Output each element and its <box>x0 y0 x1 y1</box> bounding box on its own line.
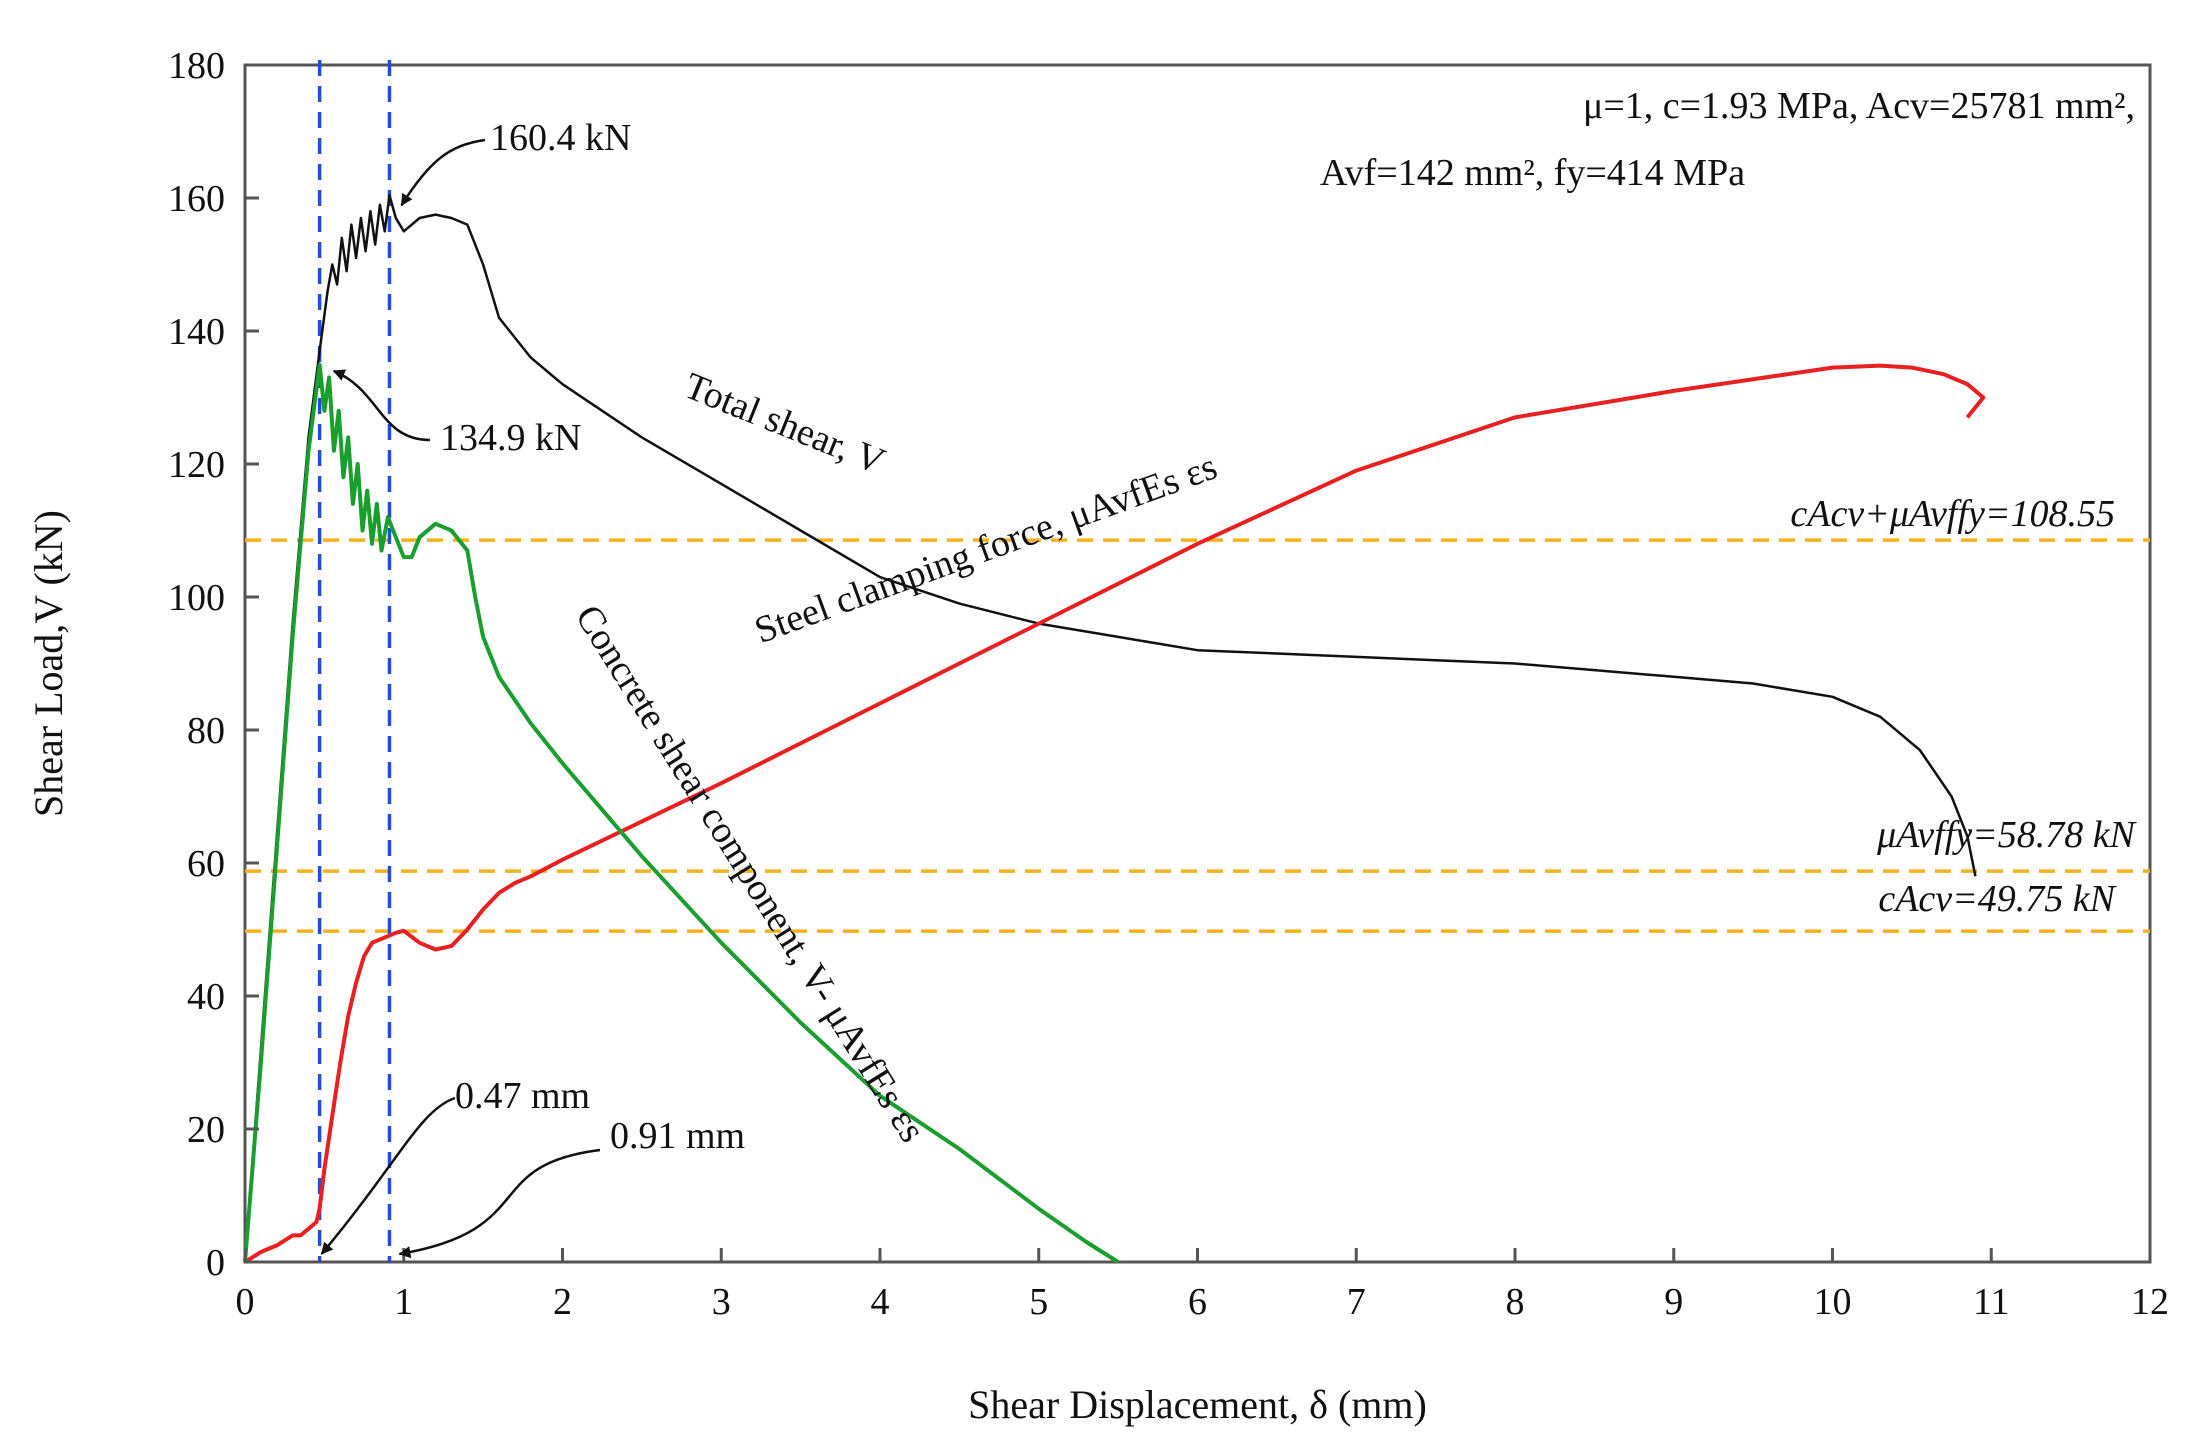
reference-line-label: cAcv+μAvffy=108.55 <box>1790 493 2115 535</box>
x-axis-ticks: 0 1 2 3 4 5 6 7 8 9 10 11 12 <box>236 1248 2169 1323</box>
y-tick-label: 80 <box>187 710 225 752</box>
y-tick-label: 40 <box>187 976 225 1018</box>
parameters-line-2: Avf=142 mm², fy=414 MPa <box>1320 152 1745 194</box>
annotation-arrow <box>320 1096 456 1255</box>
x-tick-label: 10 <box>1814 1281 1852 1323</box>
x-tick-label: 0 <box>236 1281 255 1323</box>
annotation-arrow <box>332 369 431 442</box>
reference-lines: cAcv+μAvffy=108.55 μAvffy=58.78 kN cAcv=49… <box>245 60 2150 1262</box>
curve-label: Steel clamping force, μAvfEs εs <box>749 445 1222 651</box>
x-tick-label: 9 <box>1664 1281 1683 1323</box>
y-tick-label: 20 <box>187 1109 225 1151</box>
annotation-label: 0.47 mm <box>455 1075 590 1117</box>
y-axis-ticks: 0 20 40 60 80 100 120 140 160 180 <box>168 45 259 1284</box>
reference-line-label: μAvffy=58.78 kN <box>1876 814 2138 856</box>
series-line <box>243 362 1120 1264</box>
x-tick-label: 5 <box>1029 1281 1048 1323</box>
x-tick-label: 1 <box>394 1281 413 1323</box>
x-tick-label: 7 <box>1347 1281 1366 1323</box>
x-tick-label: 3 <box>712 1281 731 1323</box>
x-tick-label: 4 <box>871 1281 890 1323</box>
annotation-label: 160.4 kN <box>490 117 631 159</box>
x-tick-label: 12 <box>2131 1281 2169 1323</box>
annotation-arrow <box>400 138 486 207</box>
reference-line-label: cAcv=49.75 kN <box>1878 878 2117 920</box>
curve-label: Concrete shear component, V- μAvfEs εs <box>567 598 934 1150</box>
annotations: 160.4 kN 134.9 kN 0.47 mm 0.91 mm <box>320 117 745 1259</box>
x-tick-label: 2 <box>553 1281 572 1323</box>
curve-label: Total shear, V <box>679 365 891 483</box>
x-axis-title: Shear Displacement, δ (mm) <box>968 1382 1427 1427</box>
annotation-arrow <box>398 1148 601 1259</box>
y-tick-label: 120 <box>168 444 225 486</box>
y-axis-title: Shear Load,V (kN) <box>26 510 71 817</box>
x-tick-label: 8 <box>1506 1281 1525 1323</box>
annotation-label: 0.91 mm <box>610 1115 745 1157</box>
y-tick-label: 180 <box>168 45 225 87</box>
series-line <box>243 363 1986 1264</box>
y-tick-label: 60 <box>187 843 225 885</box>
y-tick-label: 0 <box>206 1242 225 1284</box>
x-tick-label: 11 <box>1973 1281 2010 1323</box>
parameters-line-1: μ=1, c=1.93 MPa, Acv=25781 mm², <box>1583 85 2135 127</box>
y-tick-label: 140 <box>168 311 225 353</box>
y-tick-label: 160 <box>168 178 225 220</box>
y-tick-label: 100 <box>168 577 225 619</box>
annotation-label: 134.9 kN <box>440 417 581 459</box>
series-line <box>243 194 1977 1263</box>
x-tick-label: 6 <box>1188 1281 1207 1323</box>
